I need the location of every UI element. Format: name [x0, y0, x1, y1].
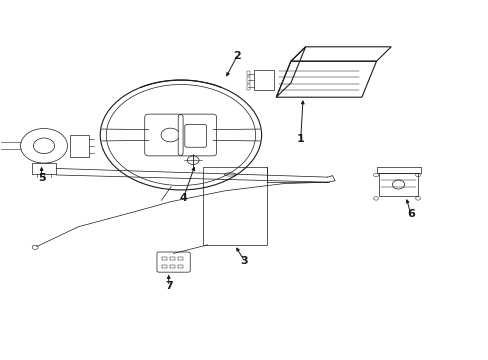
Text: 3: 3 [240, 256, 248, 266]
Bar [247, 84, 249, 90]
Bar [376, 167, 420, 173]
Text: 5: 5 [38, 173, 45, 183]
Text: 6: 6 [406, 209, 414, 219]
Bar [170, 265, 175, 268]
Text: 4: 4 [179, 193, 187, 203]
Bar [170, 257, 175, 260]
Text: 7: 7 [164, 281, 172, 291]
Bar [178, 257, 183, 260]
Bar [178, 265, 183, 268]
Text: 2: 2 [233, 51, 241, 61]
Bar [162, 257, 166, 260]
Text: 1: 1 [296, 134, 304, 144]
Bar [162, 265, 166, 268]
Bar [378, 173, 417, 196]
Bar [247, 71, 249, 76]
Bar [203, 167, 266, 245]
Bar [247, 77, 249, 83]
